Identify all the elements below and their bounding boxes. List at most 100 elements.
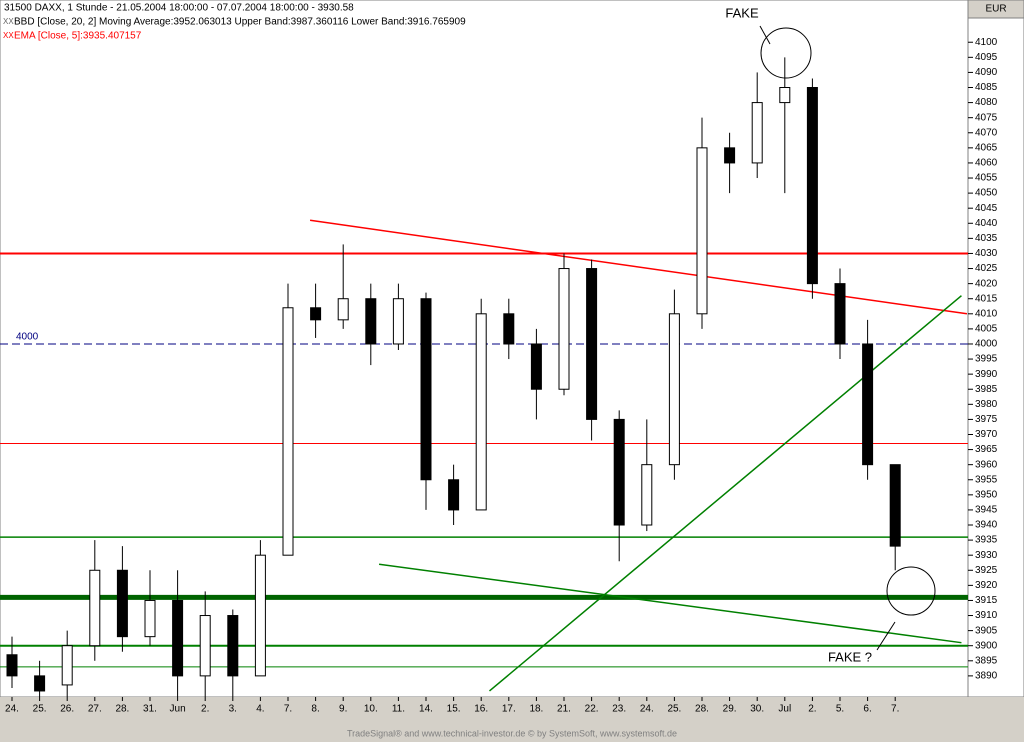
x-tick-label: 8.: [311, 704, 319, 715]
plot: [0, 57, 968, 697]
circle-annotation: [760, 27, 812, 79]
candle-body: [696, 147, 708, 315]
y-tick-label: 4045: [975, 203, 998, 214]
candle-body: [392, 298, 404, 345]
x-tick-label: 28.: [115, 704, 129, 715]
y-tick-label: 3945: [975, 505, 998, 516]
trendline: [488, 295, 962, 692]
x-tick-label: 5.: [836, 704, 844, 715]
x-tick-label: 25.: [667, 704, 681, 715]
x-tick-label: 7.: [891, 704, 899, 715]
y-tick-label: 4055: [975, 173, 998, 184]
x-tick-label: 24.: [640, 704, 654, 715]
arrow: [876, 621, 896, 651]
x-tick-label: 28.: [695, 704, 709, 715]
candle-body: [337, 298, 349, 321]
trendline: [378, 563, 962, 644]
candle-body: [448, 479, 460, 511]
y-tick-label: 3915: [975, 595, 998, 606]
y-tick-label: 4010: [975, 308, 998, 319]
candle-body: [724, 147, 736, 164]
y-tick-label: 3980: [975, 399, 998, 410]
x-tick-label: 11.: [392, 704, 405, 715]
x-tick-label: Jun: [170, 704, 186, 715]
y-tick-label: 3910: [975, 610, 998, 621]
candle-body: [172, 599, 184, 677]
subtitle: EMA [Close, 5]:3935.407157: [14, 31, 142, 42]
candle-body: [89, 569, 101, 647]
x-tick-label: 17.: [502, 704, 516, 715]
y-tick-label: 4065: [975, 142, 998, 153]
candle-body: [34, 675, 46, 692]
x-tick-label: 6.: [863, 704, 871, 715]
currency: EUR: [985, 4, 1006, 15]
x-tick-label: 18.: [529, 704, 543, 715]
x-tick-label: 4.: [256, 704, 264, 715]
x-tick-label: 22.: [585, 704, 599, 715]
x-axis-panel: [0, 697, 1024, 720]
x-tick-label: 31.: [143, 704, 157, 715]
candle-body: [6, 654, 18, 677]
x-tick-label: 24.: [5, 704, 19, 715]
y-tick-label: 4000: [975, 339, 998, 350]
x-tick-label: 21.: [557, 704, 571, 715]
chart-title: 31500 DAXX, 1 Stunde - 21.05.2004 18:00:…: [4, 3, 354, 14]
y-tick-label: 3935: [975, 535, 998, 546]
candle-body: [254, 554, 266, 677]
candle-body: [310, 307, 322, 321]
candle-body: [503, 313, 515, 345]
candle-body: [420, 298, 432, 481]
x-tick-label: 26.: [60, 704, 74, 715]
y-tick-label: 3925: [975, 565, 998, 576]
candle-body: [144, 599, 156, 638]
candle-body: [475, 313, 487, 511]
y-tick-label: 3955: [975, 474, 998, 485]
x-tick-label: 2.: [808, 704, 816, 715]
candle-body: [641, 464, 653, 526]
candle-body: [227, 615, 239, 677]
icon: XX: [3, 31, 14, 40]
y-tick-label: 3920: [975, 580, 998, 591]
y-tick-label: 3900: [975, 640, 998, 651]
y-tick-label: 3985: [975, 384, 998, 395]
y-tick-label: 3970: [975, 429, 998, 440]
annotation: FAKE ?: [828, 649, 872, 664]
candle-body: [779, 87, 791, 104]
trendline: [309, 219, 968, 315]
y-tick-label: 3960: [975, 459, 998, 470]
icon: XX: [3, 17, 14, 26]
y-tick-label: 4100: [975, 37, 998, 48]
x-tick-label: 27.: [88, 704, 102, 715]
candle-body: [282, 307, 294, 556]
y-tick-label: 4040: [975, 218, 998, 229]
candle-body: [751, 102, 763, 164]
y-tick-label: 4015: [975, 293, 998, 304]
y-tick-label: 4075: [975, 112, 998, 123]
y-tick-label: 4060: [975, 158, 998, 169]
arrow: [759, 25, 771, 45]
candle-body: [365, 298, 377, 345]
candle-body: [668, 313, 680, 466]
footer-panel: [0, 720, 1024, 742]
x-tick-label: 29.: [723, 704, 737, 715]
y-tick-label: 4025: [975, 263, 998, 274]
candle-body: [530, 343, 542, 390]
y-tick-label: 3965: [975, 444, 998, 455]
x-tick-label: Jul: [778, 704, 791, 715]
x-tick-label: 14.: [419, 704, 433, 715]
x-tick-label: 9.: [339, 704, 347, 715]
candle-body: [613, 418, 625, 526]
reference-label: 4000: [16, 332, 39, 343]
y-tick-label: 3990: [975, 369, 998, 380]
x-tick-label: 15.: [447, 704, 461, 715]
currency-box: [967, 0, 1024, 19]
y-tick-label: 3895: [975, 655, 998, 666]
y-tick-label: 3940: [975, 520, 998, 531]
y-tick-label: 4050: [975, 188, 998, 199]
y-tick-label: 4085: [975, 82, 998, 93]
y-tick-label: 3950: [975, 489, 998, 500]
y-axis-panel: [967, 0, 1024, 698]
candle-body: [116, 569, 128, 638]
x-tick-label: 7.: [284, 704, 292, 715]
candle-body: [834, 283, 846, 345]
